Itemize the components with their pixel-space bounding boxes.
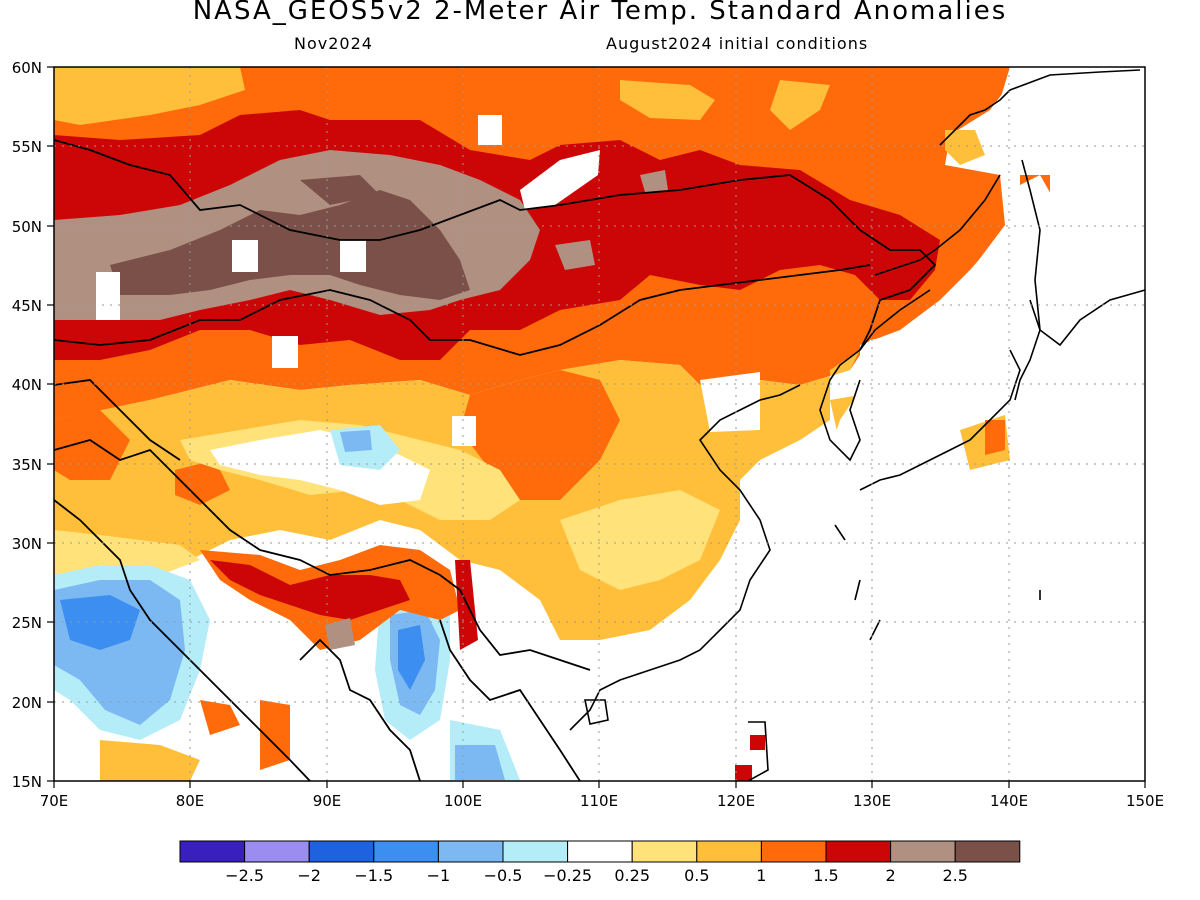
colorbar-swatch xyxy=(437,840,504,863)
coastlines xyxy=(569,69,1145,781)
colorbar-label: −1.5 xyxy=(354,866,393,885)
colorbar-swatch xyxy=(954,840,1021,863)
lon-label: 140E xyxy=(990,792,1028,810)
colorbar-swatch xyxy=(567,840,633,863)
forecast-month: Nov2024 xyxy=(294,34,373,53)
lat-label: 45N xyxy=(12,297,42,315)
colorbar-swatch xyxy=(179,840,246,863)
lon-label: 130E xyxy=(853,792,891,810)
lat-label: 30N xyxy=(12,535,42,553)
colorbar-swatch xyxy=(890,840,956,863)
lat-label: 55N xyxy=(12,138,42,156)
colorbar-label: 0.25 xyxy=(614,866,650,885)
colorbar-swatch xyxy=(373,840,439,863)
ocean-mask xyxy=(720,150,1145,781)
colorbar-label: 1 xyxy=(756,866,766,885)
lat-label: 50N xyxy=(12,218,42,236)
colorbar-label: −0.25 xyxy=(543,866,592,885)
lat-label: 25N xyxy=(12,614,42,632)
brown-region xyxy=(110,190,470,300)
lon-label: 100E xyxy=(444,792,482,810)
colorbar-swatch xyxy=(825,840,892,863)
lat-label: 60N xyxy=(12,59,42,77)
colorbar-swatch xyxy=(696,840,762,863)
lon-label: 90E xyxy=(313,792,342,810)
gridlines xyxy=(54,67,1145,781)
colorbar-swatch xyxy=(308,840,375,863)
lat-label: 40N xyxy=(12,376,42,394)
colorbar-label: −1 xyxy=(427,866,451,885)
colorbar-label: −2 xyxy=(297,866,321,885)
colorbar-swatch xyxy=(760,840,827,863)
axis-ticks xyxy=(47,66,1146,788)
anomaly-field xyxy=(54,67,1145,781)
lat-label: 35N xyxy=(12,456,42,474)
colorbar-label: 0.5 xyxy=(684,866,709,885)
initial-conditions: August2024 initial conditions xyxy=(606,34,869,53)
lon-label: 150E xyxy=(1126,792,1164,810)
lon-label: 80E xyxy=(176,792,205,810)
colorbar xyxy=(179,840,1021,863)
longitude-labels: 70E 80E 90E 100E 110E 120E 130E 140E 150… xyxy=(40,792,1164,810)
lat-label: 20N xyxy=(12,694,42,712)
colorbar-label: 1.5 xyxy=(813,866,838,885)
latitude-labels: 60N 55N 50N 45N 40N 35N 30N 25N 20N 15N xyxy=(12,59,42,791)
lon-label: 70E xyxy=(40,792,69,810)
colorbar-swatch xyxy=(502,840,569,863)
colorbar-label: 2 xyxy=(886,866,896,885)
lon-label: 120E xyxy=(717,792,755,810)
chart-title: NASA_GEOS5v2 2-Meter Air Temp. Standard … xyxy=(192,0,1008,26)
colorbar-label: −2.5 xyxy=(225,866,264,885)
colorbar-label: 2.5 xyxy=(942,866,967,885)
colorbar-swatch xyxy=(631,840,698,863)
colorbar-labels: −2.5 −2 −1.5 −1 −0.5 −0.25 0.25 0.5 1 1.5 2 2.5 xyxy=(225,866,968,885)
lat-label: 15N xyxy=(12,773,42,791)
colorbar-swatch xyxy=(244,840,310,863)
colorbar-label: −0.5 xyxy=(484,866,523,885)
lon-label: 110E xyxy=(580,792,618,810)
